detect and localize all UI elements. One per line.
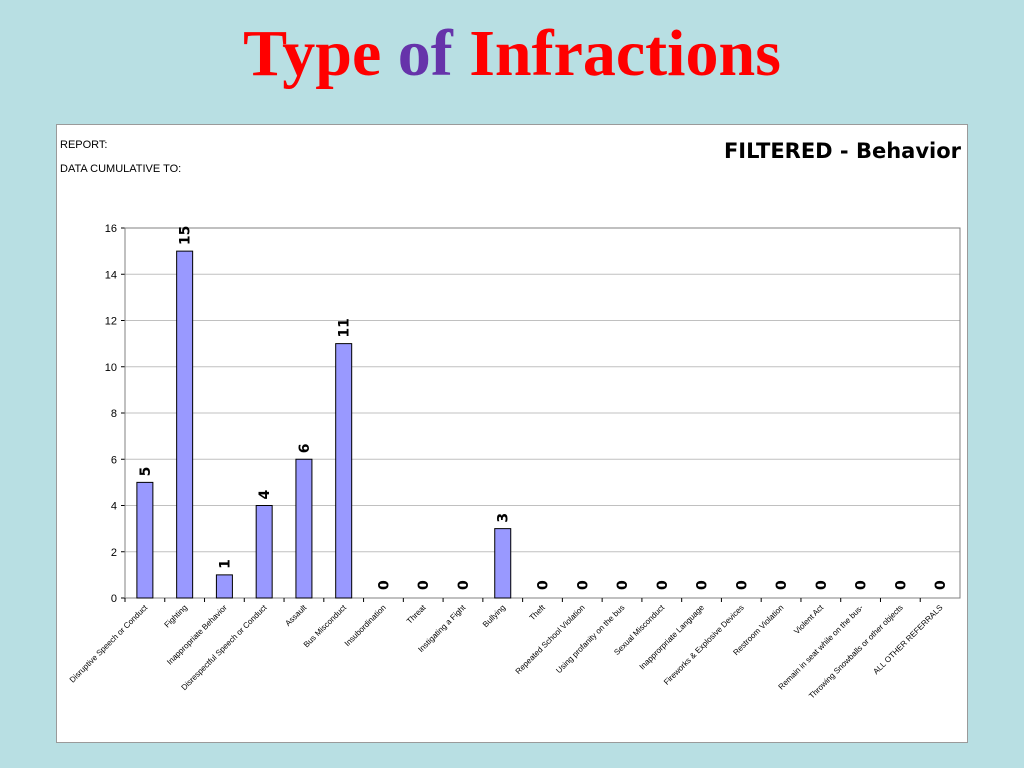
data-label: 6 — [297, 444, 313, 454]
x-category-label: Theft — [528, 603, 548, 623]
y-tick-label: 16 — [105, 223, 117, 235]
x-category-label: ALL OTHER REFERRALS — [871, 603, 944, 676]
bar — [255, 505, 273, 599]
data-label: 0 — [695, 580, 711, 590]
x-category-label: Insubordination — [343, 603, 388, 648]
data-label: 3 — [496, 513, 512, 523]
report-label: REPORT: — [60, 139, 108, 151]
x-category-label: Violent Act — [792, 603, 826, 637]
y-tick-label: 2 — [111, 547, 117, 559]
x-category-label: Bullying — [481, 603, 507, 629]
chart-panel: REPORT: DATA CUMULATIVE TO: FILTERED - B… — [56, 124, 968, 743]
data-label: 15 — [178, 226, 194, 245]
chart-title: FILTERED - Behavior — [723, 139, 961, 163]
bar — [335, 343, 353, 599]
y-tick-label: 14 — [105, 269, 117, 281]
data-label: 0 — [814, 580, 830, 590]
data-label: 0 — [416, 580, 432, 590]
y-tick-label: 12 — [105, 316, 117, 328]
bar — [215, 574, 233, 599]
x-category-label: Bus Misconduct — [302, 603, 349, 650]
x-category-label: Repeated School Violation — [514, 603, 587, 676]
data-label: 0 — [536, 580, 552, 590]
x-category-label: Fireworks & Explosive Devices — [662, 603, 746, 687]
bar — [295, 458, 313, 599]
x-category-label: Fighting — [163, 603, 189, 629]
y-tick-label: 4 — [111, 501, 117, 513]
y-tick-label: 8 — [111, 408, 117, 420]
data-label: 0 — [854, 580, 870, 590]
data-label: 1 — [217, 559, 233, 569]
data-label: 0 — [655, 580, 671, 590]
x-category-label: Disrespectful Speech or Conduct — [180, 603, 270, 693]
title-word-infractions: Infractions — [469, 17, 781, 90]
x-category-label: Remain in seat while on the bus- — [777, 603, 866, 692]
data-label: 0 — [456, 580, 472, 590]
y-tick-label: 6 — [111, 454, 117, 466]
slide-title: Type of Infractions — [0, 14, 1024, 94]
data-label: 0 — [933, 580, 949, 590]
data-label: 0 — [734, 580, 750, 590]
data-cumulative-label: DATA CUMULATIVE TO: — [60, 163, 182, 175]
data-label: 0 — [376, 580, 392, 590]
title-word-type: Type — [243, 17, 382, 90]
data-label: 0 — [575, 580, 591, 590]
data-label: 0 — [615, 580, 631, 590]
bar — [176, 250, 194, 599]
data-label: 5 — [138, 467, 154, 477]
y-tick-label: 10 — [105, 362, 117, 374]
x-category-label: Using profanity on the bus — [554, 603, 626, 675]
data-label: 4 — [257, 490, 273, 500]
x-category-label: Disruptive Speech or Conduct — [68, 603, 150, 685]
x-category-label: Assault — [283, 603, 308, 628]
data-label: 0 — [893, 580, 909, 590]
x-category-label: Inapprorpriate Language — [638, 603, 707, 672]
data-label: 11 — [337, 318, 353, 337]
title-word-of: of — [397, 17, 453, 90]
bar — [136, 481, 154, 599]
y-tick-label: 0 — [111, 593, 117, 605]
x-category-label: Threat — [405, 603, 428, 626]
data-label: 0 — [774, 580, 790, 590]
bar — [494, 528, 512, 599]
plot-area — [124, 227, 961, 599]
